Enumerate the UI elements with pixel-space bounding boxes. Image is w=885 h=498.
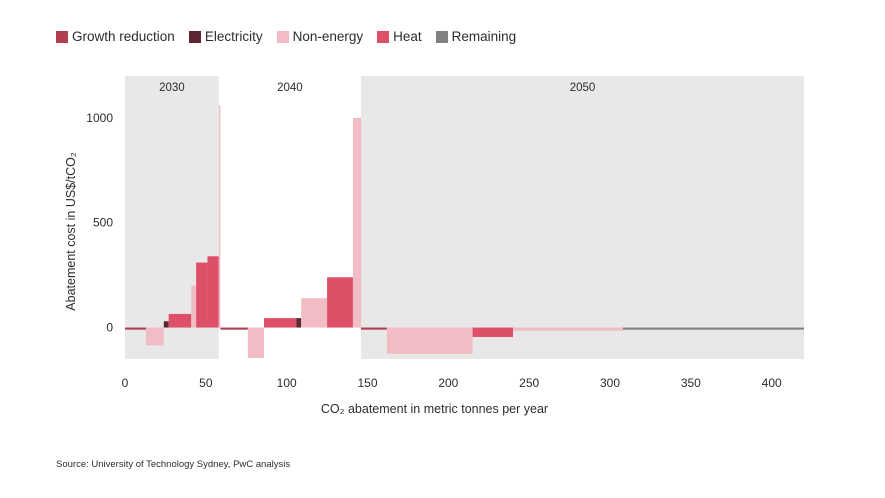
y-tick-label: 500 [93, 216, 113, 230]
period-band [361, 76, 804, 359]
bar [220, 327, 248, 330]
bar [168, 313, 192, 328]
x-tick-label: 200 [438, 376, 458, 390]
bar [513, 327, 623, 331]
bar [163, 321, 169, 328]
y-tick-label: 1000 [86, 111, 113, 125]
bar [327, 277, 353, 328]
legend-swatch [188, 30, 201, 43]
legend-label: Electricity [204, 29, 263, 44]
legend-swatch [435, 30, 448, 43]
legend-item: Remaining [435, 29, 517, 44]
period-label: 2050 [570, 82, 596, 94]
legend-label: Remaining [451, 29, 517, 44]
x-tick-label: 350 [681, 376, 701, 390]
y-tick-label: 0 [106, 321, 113, 335]
x-axis-label: CO₂ abatement in metric tonnes per year [321, 402, 548, 416]
x-tick-label: 400 [762, 376, 782, 390]
bar [301, 298, 328, 328]
chart-legend: Growth reduction Electricity Non-energy Hea… [56, 29, 516, 44]
legend-swatch [56, 30, 68, 43]
legend-item: Growth reduction [56, 29, 175, 44]
x-tick-label: 250 [519, 376, 539, 390]
source-note: Source: University of Technology Sydney,… [56, 459, 291, 470]
x-tick-label: 300 [600, 376, 620, 390]
period-label: 2040 [277, 82, 303, 94]
bar [191, 285, 197, 328]
x-tick-label: 0 [122, 376, 129, 390]
legend-label: Growth reduction [72, 29, 175, 44]
period-label: 2030 [159, 82, 185, 94]
bar [146, 327, 164, 346]
bar [247, 327, 265, 358]
legend-item: Heat [377, 29, 422, 44]
legend-item: Non-energy [276, 29, 364, 44]
y-axis-label: Abatement cost in US$/tCO₂ [64, 152, 78, 311]
bar [622, 327, 804, 330]
bar [472, 327, 513, 337]
bar [207, 256, 219, 328]
bar [218, 105, 221, 328]
legend-swatch [377, 30, 390, 43]
bar [296, 318, 302, 328]
bar [352, 117, 362, 328]
x-tick-label: 150 [357, 376, 377, 390]
bar [386, 327, 473, 354]
bar [125, 327, 147, 330]
bar [196, 262, 208, 328]
x-tick-label: 50 [199, 376, 213, 390]
legend-swatch [276, 30, 289, 43]
x-tick-label: 100 [277, 376, 297, 390]
legend-item: Electricity [188, 29, 263, 44]
bar [361, 327, 387, 330]
legend-label: Non-energy [292, 29, 364, 44]
bar [264, 318, 297, 328]
legend-label: Heat [393, 29, 422, 44]
